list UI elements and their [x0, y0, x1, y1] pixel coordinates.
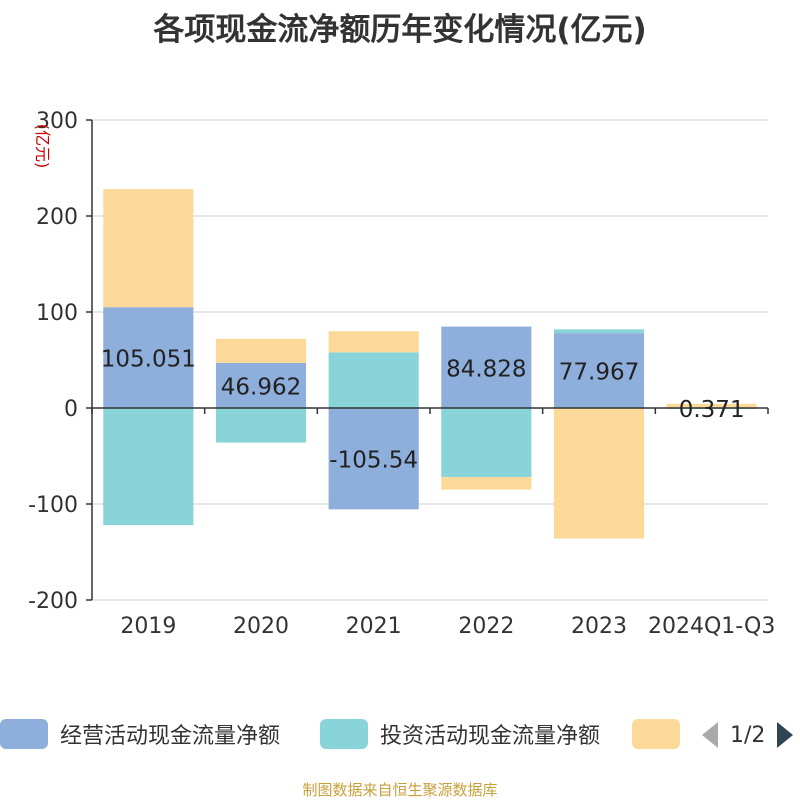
- bar-series1-2023: [553, 329, 645, 334]
- source-note: 制图数据来自恒生聚源数据库: [302, 781, 498, 799]
- data-label: -105.54: [329, 448, 418, 474]
- data-label-layer: 105.051 46.962 -105.54 84.828 77.967 0.371: [101, 347, 745, 474]
- y-tick-label: -200: [28, 589, 78, 614]
- bar-series0-2021: [328, 408, 419, 510]
- y-axis-unit-label: (亿元): [33, 124, 52, 169]
- data-label: 105.051: [101, 347, 196, 373]
- data-label: 46.962: [221, 374, 301, 400]
- legend-item-third[interactable]: [632, 716, 680, 752]
- legend-prev-icon[interactable]: [700, 720, 722, 750]
- y-tick-label: 300: [36, 109, 78, 134]
- data-label: 0.371: [679, 397, 745, 423]
- y-tick-label: 100: [36, 301, 78, 326]
- bar-series1-2019: [103, 408, 194, 526]
- bar-series2-2024Q1-Q3: [666, 403, 757, 408]
- y-tick-label: 200: [36, 205, 78, 230]
- x-tick-label: 2019: [120, 614, 176, 639]
- legend-label-investing: 投资活动现金流量净额: [380, 724, 601, 749]
- axis-layer: 300 200 100 0 -100 -200 2019 2020 2021 2022 2023 20…: [28, 109, 775, 639]
- bar-series2-2021: [328, 331, 419, 353]
- bar-series1-2022: [441, 408, 532, 478]
- bar-series2-2019: [103, 189, 194, 308]
- bar-series0-2019: [103, 307, 194, 408]
- bar-series1-2021: [328, 352, 419, 408]
- data-label: 77.967: [559, 360, 639, 386]
- legend-swatch-operating: [0, 719, 48, 749]
- legend-swatch-investing: [320, 719, 368, 749]
- chart-title: 各项现金流净额历年变化情况(亿元): [153, 12, 647, 48]
- y-tick-label: -100: [28, 493, 78, 518]
- legend-swatch-third: [632, 719, 680, 749]
- x-tick-label: 2021: [346, 614, 402, 639]
- legend-page-indicator: 1/2: [730, 722, 766, 748]
- legend-pager: 1/2: [700, 718, 795, 752]
- x-tick-label: 2020: [233, 614, 289, 639]
- x-tick-label: 2024Q1-Q3: [648, 614, 775, 639]
- bar-series0-2020: [215, 362, 307, 408]
- bar-series2-2022: [441, 477, 532, 490]
- bar-series2-2023: [553, 408, 645, 539]
- data-label: 84.828: [446, 356, 526, 382]
- legend-item-investing[interactable]: 投资活动现金流量净额: [320, 716, 600, 752]
- x-tick-label: 2023: [571, 614, 627, 639]
- legend-next-icon[interactable]: [773, 720, 795, 750]
- bar-layer: [103, 189, 757, 539]
- legend-label-operating: 经营活动现金流量净额: [60, 724, 281, 749]
- bar-series0-2022: [441, 326, 532, 408]
- legend-item-operating[interactable]: 经营活动现金流量净额: [0, 716, 280, 752]
- y-tick-label: 0: [64, 397, 78, 422]
- bar-series2-2020: [215, 338, 307, 363]
- bar-series1-2020: [215, 408, 307, 443]
- x-tick-label: 2022: [458, 614, 514, 639]
- bar-series0-2023: [553, 333, 645, 408]
